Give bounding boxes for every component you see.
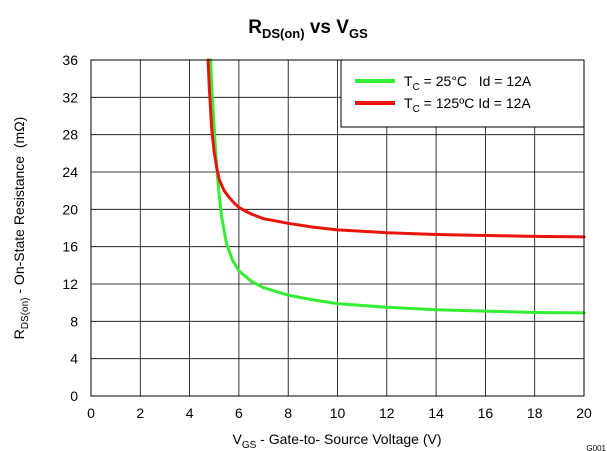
x-tick-label: 14 — [428, 405, 444, 421]
x-tick-label: 10 — [330, 405, 346, 421]
x-axis-label: VGS - Gate-to- Source Voltage (V) — [233, 431, 442, 451]
y-tick-label: 0 — [70, 388, 78, 404]
y-tick-label: 28 — [62, 127, 78, 143]
chart-title: RDS(on) vs VGS — [248, 17, 368, 41]
x-tick-labels: 0 2 4 6 8 10 12 14 16 18 20 — [87, 405, 592, 421]
legend-label-125c: TC = 125ºC Id = 12A — [404, 95, 531, 115]
series-lines — [206, 58, 586, 315]
x-tick-label: 2 — [136, 405, 144, 421]
y-tick-label: 36 — [62, 52, 78, 68]
y-tick-label: 32 — [62, 89, 78, 105]
y-tick-label: 24 — [62, 164, 78, 180]
legend: TC = 25°C Id = 12A TC = 125ºC Id = 12A — [340, 59, 585, 128]
y-tick-label: 12 — [62, 276, 78, 292]
x-tick-label: 0 — [87, 405, 95, 421]
legend-box — [340, 59, 585, 128]
x-tick-label: 18 — [527, 405, 543, 421]
y-tick-label: 16 — [62, 239, 78, 255]
y-axis-label: RDS(on) - On-State Resistance (mΩ) — [11, 117, 31, 340]
series-line-1 — [206, 58, 586, 239]
legend-label-25c: TC = 25°C Id = 12A — [404, 73, 532, 93]
plot-area-border — [90, 59, 585, 397]
x-tick-label: 6 — [235, 405, 243, 421]
y-tick-labels: 0 4 8 12 16 20 24 28 32 36 — [62, 52, 78, 404]
x-tick-label: 8 — [284, 405, 292, 421]
y-tick-label: 20 — [62, 201, 78, 217]
x-tick-label: 16 — [478, 405, 494, 421]
x-tick-label: 20 — [576, 405, 592, 421]
y-tick-label: 4 — [70, 351, 78, 367]
x-tick-label: 4 — [186, 405, 194, 421]
y-tick-label: 8 — [70, 313, 78, 329]
figure-id: G001 — [586, 444, 606, 451]
x-tick-label: 12 — [379, 405, 395, 421]
